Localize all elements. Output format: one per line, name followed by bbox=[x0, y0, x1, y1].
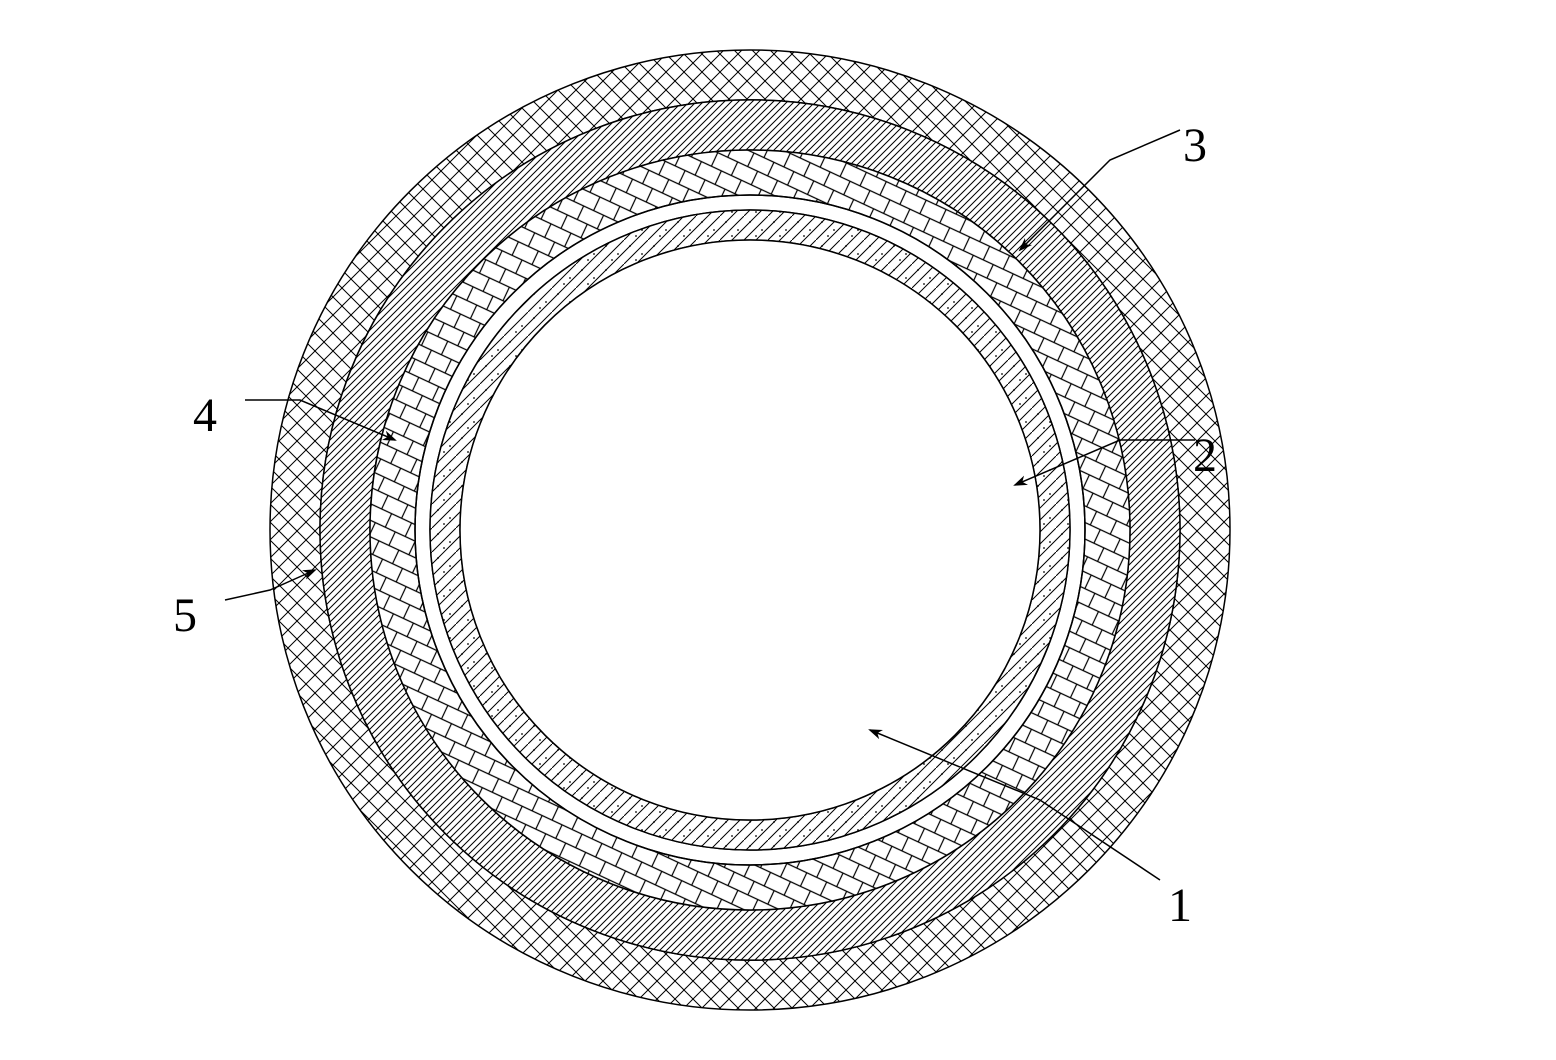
label-2: 2 bbox=[1193, 428, 1217, 483]
label-5: 5 bbox=[173, 588, 197, 643]
label-4: 4 bbox=[193, 388, 217, 443]
cross-section-diagram bbox=[0, 0, 1556, 1060]
label-1: 1 bbox=[1168, 878, 1192, 933]
rings bbox=[270, 50, 1230, 1010]
center-void bbox=[460, 240, 1040, 820]
label-3: 3 bbox=[1183, 118, 1207, 173]
